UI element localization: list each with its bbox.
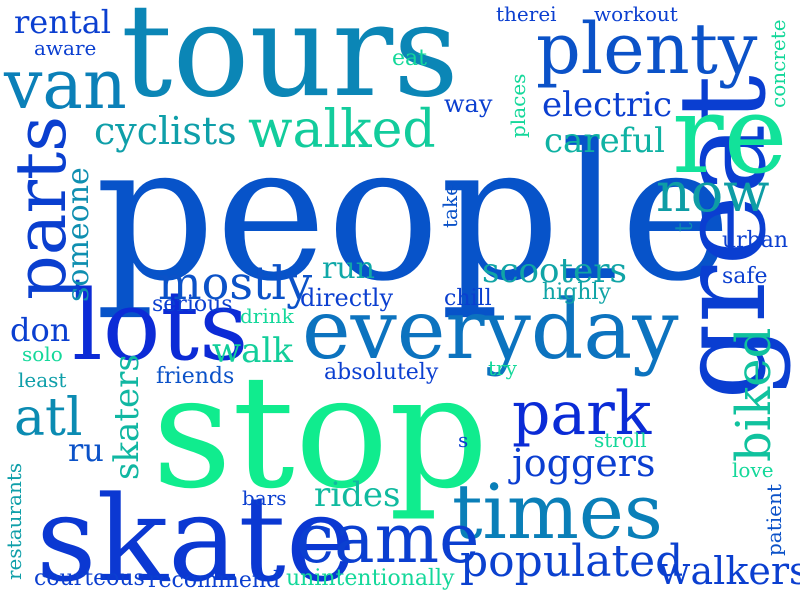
word-mostly: mostly: [158, 256, 313, 310]
word-rides: rides: [314, 475, 401, 515]
word-walkers: walkers: [658, 549, 800, 593]
word-drink: drink: [240, 304, 294, 328]
word-friends: friends: [156, 364, 235, 389]
word-people: people: [95, 104, 732, 323]
word-serious: serious: [152, 292, 233, 317]
word-directly: directly: [300, 284, 394, 312]
word-s: s: [458, 428, 469, 452]
word-highly: highly: [542, 280, 611, 305]
word-run: run: [322, 251, 375, 286]
word-recommend: recommend: [148, 568, 281, 593]
word-plenty: plenty: [536, 8, 758, 90]
word-atl: atl: [14, 388, 83, 448]
word-stop: stop: [152, 341, 489, 523]
word-careful: careful: [544, 121, 666, 161]
word-scooters: scooters: [482, 251, 627, 291]
word-patient: patient: [762, 484, 786, 556]
word-workout: workout: [594, 2, 678, 26]
word-way: way: [444, 90, 493, 118]
word-rental: rental: [14, 3, 112, 41]
word-bars: bars: [242, 486, 287, 510]
word-solo: solo: [22, 342, 63, 366]
word-love: love: [732, 458, 774, 482]
word-times: times: [452, 467, 663, 556]
word-courteous: courteous: [34, 566, 145, 591]
word-cyclists: cyclists: [94, 109, 237, 153]
word-walked: walked: [248, 100, 436, 160]
word-ru: ru: [68, 431, 104, 469]
word-stroll: stroll: [594, 428, 647, 452]
word-walk: walk: [212, 331, 293, 371]
word-least: least: [18, 368, 67, 392]
word-van: van: [4, 46, 127, 125]
word-biked: biked: [726, 327, 782, 462]
word-re: re: [672, 73, 788, 198]
word-now: now: [656, 161, 770, 224]
word-came: came: [296, 500, 480, 579]
word-eat: eat: [392, 46, 427, 71]
word-safe: safe: [722, 264, 768, 289]
word-don: don: [10, 311, 71, 349]
word-places: places: [506, 73, 530, 138]
word-therei: therei: [496, 2, 557, 26]
word-tours: tours: [121, 0, 459, 126]
word-skaters: skaters: [107, 354, 147, 480]
word-absolutely: absolutely: [324, 360, 439, 385]
word-concrete: concrete: [766, 19, 790, 108]
word-electric: electric: [542, 85, 672, 125]
word-skate: skate: [36, 470, 356, 600]
word-unintentionally: unintentionally: [286, 566, 455, 591]
word-lots: lots: [72, 270, 249, 382]
word-someone: someone: [61, 167, 96, 302]
word-restaurants: restaurants: [2, 462, 26, 580]
word-park: park: [512, 379, 652, 449]
word-chill: chill: [444, 286, 492, 311]
word-urban: urban: [722, 228, 789, 253]
word-try: try: [488, 356, 517, 380]
word-joggers: joggers: [512, 441, 656, 485]
word-everyday: everyday: [302, 283, 679, 378]
word-take: take: [438, 184, 462, 228]
word-aware: aware: [34, 36, 97, 60]
word-t: t: [670, 222, 698, 232]
word-populated: populated: [460, 536, 684, 587]
